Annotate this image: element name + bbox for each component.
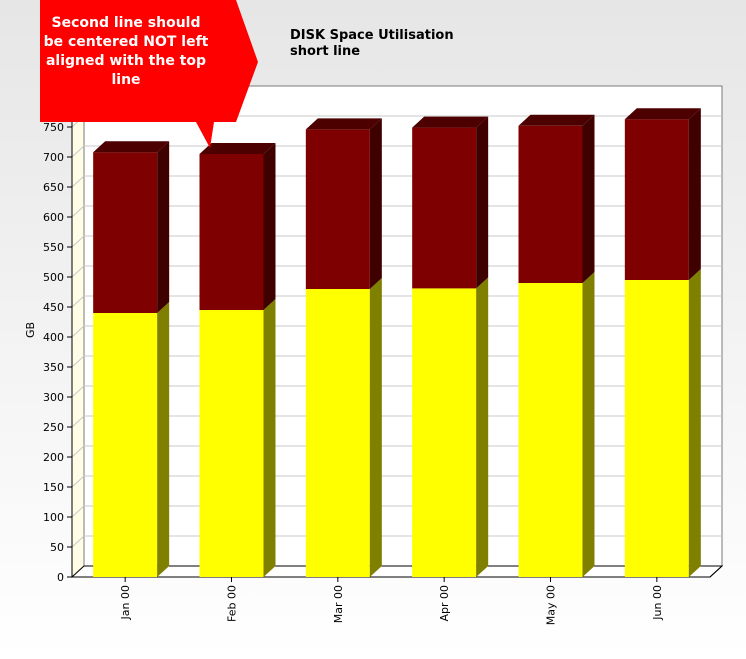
- x-tick-label: Apr 00: [438, 585, 451, 622]
- x-tick-label: Feb 00: [226, 585, 239, 622]
- chart-title-line-2: short line: [290, 44, 360, 59]
- callout-annotation: Second line should be centered NOT left …: [40, 0, 258, 148]
- callout-line-1: Second line should: [52, 15, 201, 31]
- bar-series-1-top: [518, 114, 595, 126]
- y-tick-label: 0: [57, 571, 64, 584]
- chart-title-line-1: DISK Space Utilisation: [290, 28, 454, 43]
- y-tick-label: 150: [43, 481, 64, 494]
- bar-series-1-side: [688, 108, 701, 280]
- bar-series-1-side: [369, 118, 382, 290]
- y-axis-label: GB: [24, 322, 37, 338]
- bar-series-1-side: [263, 143, 276, 310]
- bar-series-0-side: [157, 302, 170, 577]
- plot-back-wall: [70, 84, 724, 579]
- bar-series-1-top: [93, 141, 170, 153]
- y-tick-label: 100: [43, 511, 64, 524]
- y-tick-label: 350: [43, 361, 64, 374]
- bar-series-0: [93, 313, 158, 577]
- callout-line-4: line: [111, 72, 140, 88]
- y-tick-label: 700: [43, 151, 64, 164]
- x-tick-label: May 00: [545, 585, 558, 625]
- bar-series-0: [412, 288, 477, 577]
- bar-series-1: [305, 129, 370, 289]
- bar-series-1-top: [305, 118, 382, 130]
- y-tick-labels: 0 50 100 150 200 250 300 350 400 450 500 550 600 650 7…: [43, 121, 64, 584]
- y-tick-label: 550: [43, 241, 64, 254]
- grid-line-side: [71, 295, 85, 308]
- grid-line-side: [71, 385, 85, 398]
- bar-series-1: [412, 127, 477, 289]
- bars: [93, 108, 701, 577]
- x-tick-labels: Jan 00 Feb 00 Mar 00 Apr 00 May 00 Jun 00: [119, 585, 664, 625]
- bar-series-0-side: [263, 299, 276, 577]
- x-tick-label: Jun 00: [651, 585, 664, 621]
- bar-series-0-side: [582, 272, 595, 577]
- y-tick-label: 250: [43, 421, 64, 434]
- grid-line-side: [71, 535, 85, 548]
- grid-line-side: [71, 505, 85, 518]
- grid-line-side: [71, 205, 85, 218]
- bar-series-1-side: [582, 114, 595, 283]
- bar-series-1-top: [412, 116, 489, 128]
- chart-title: DISK Space Utilisation short line: [290, 28, 454, 59]
- bar-series-1: [518, 125, 583, 283]
- grid-line-side: [71, 355, 85, 368]
- bar-series-1-side: [476, 116, 489, 289]
- x-tick-label: Mar 00: [332, 585, 345, 623]
- grid-lines: [71, 115, 722, 548]
- bar-series-1-top: [624, 108, 701, 120]
- plot-floor: [70, 565, 724, 578]
- x-axis-end: [709, 565, 723, 578]
- bar-series-1: [199, 154, 264, 310]
- y-tick-label: 300: [43, 391, 64, 404]
- y-tick-label: 600: [43, 211, 64, 224]
- bar-series-1: [93, 152, 158, 313]
- bar-series-0-side: [476, 277, 489, 577]
- callout-line-3: aligned with the top: [46, 53, 206, 69]
- grid-line-side: [71, 265, 85, 278]
- axes: [67, 97, 723, 582]
- bar-series-0: [199, 310, 264, 577]
- bar-series-1-top: [199, 143, 276, 154]
- grid-line-side: [71, 325, 85, 338]
- grid-line-side: [71, 175, 85, 188]
- bar-series-1: [624, 119, 689, 280]
- bar-series-0: [624, 280, 689, 577]
- y-tick-label: 200: [43, 451, 64, 464]
- bar-series-0-side: [369, 278, 382, 577]
- grid-line-side: [71, 445, 85, 458]
- grid-line-side: [71, 145, 85, 158]
- y-tick-label: 650: [43, 181, 64, 194]
- y-tick-label: 50: [50, 541, 64, 554]
- bar-series-1-side: [157, 141, 170, 313]
- x-tick-label: Jan 00: [119, 585, 132, 620]
- y-tick-label: 450: [43, 301, 64, 314]
- y-tick-label: 500: [43, 271, 64, 284]
- bar-series-0-side: [688, 269, 701, 577]
- bar-series-0: [518, 283, 583, 577]
- callout-arrow-shape: [40, 0, 258, 148]
- y-tick-label: 750: [43, 121, 64, 134]
- grid-line-side: [71, 415, 85, 428]
- callout-line-2: be centered NOT left: [44, 34, 209, 50]
- bar-series-0: [305, 289, 370, 577]
- y-tick-label: 400: [43, 331, 64, 344]
- grid-line-side: [71, 475, 85, 488]
- grid-line-side: [71, 235, 85, 248]
